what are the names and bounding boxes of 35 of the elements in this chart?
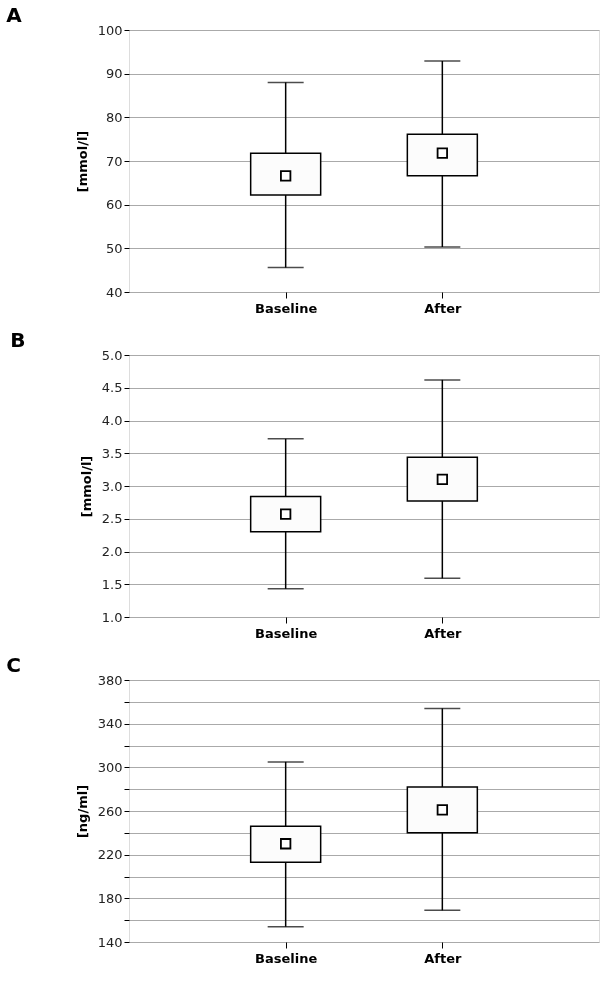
x-tick-label: Baseline — [255, 625, 318, 641]
y-tick-label: 60 — [105, 197, 123, 213]
x-tick-label: After — [424, 625, 462, 641]
y-tick-label: 3.0 — [101, 478, 123, 494]
y-tick-label: 100 — [97, 22, 123, 38]
y-tick-label: 300 — [97, 759, 123, 775]
y-tick-label: 380 — [97, 672, 123, 688]
y-tick-label: 2.5 — [101, 511, 123, 527]
y-axis-title: [mmol/l] — [78, 455, 94, 518]
y-tick-label: 1.0 — [101, 609, 123, 625]
x-tick-label: Baseline — [255, 950, 318, 966]
y-tick-label: 180 — [97, 890, 123, 906]
y-tick-label: 3.5 — [101, 445, 123, 461]
y-axis-title: [mmol/l] — [74, 130, 90, 193]
y-tick-label: 50 — [105, 240, 123, 256]
chart-title: C — [6, 653, 21, 677]
y-tick-label: 140 — [97, 934, 123, 950]
chart-title: A — [6, 3, 23, 27]
x-tick-label: Baseline — [255, 300, 318, 316]
y-tick-label: 5.0 — [101, 347, 123, 363]
y-tick-label: 90 — [105, 66, 123, 82]
y-tick-label: 40 — [105, 284, 123, 300]
y-tick-label: 220 — [97, 847, 123, 863]
x-tick-label: After — [424, 300, 462, 316]
y-tick-label: 4.0 — [101, 413, 123, 428]
y-tick-label: 2.0 — [101, 544, 123, 559]
x-tick-label: After — [424, 950, 462, 966]
y-axis-title: [ng/ml] — [74, 784, 90, 839]
y-tick-label: 70 — [105, 153, 123, 169]
y-tick-label: 1.5 — [101, 576, 123, 592]
y-tick-label: 340 — [97, 716, 123, 732]
y-tick-label: 4.5 — [101, 380, 123, 396]
chart-title: B — [10, 328, 26, 352]
y-tick-label: 80 — [105, 109, 123, 125]
y-tick-label: 260 — [97, 803, 123, 819]
